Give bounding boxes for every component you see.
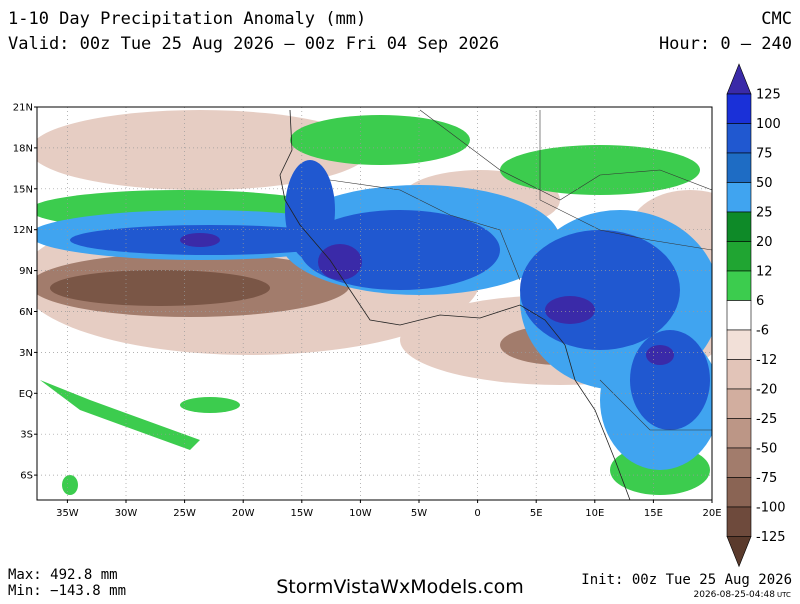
colorbar-arrow-top <box>726 63 752 95</box>
colorbar-swatch <box>726 123 752 154</box>
lon-label: 10W <box>349 508 372 519</box>
model-name: CMC <box>761 9 792 29</box>
lat-label: 3N <box>19 348 33 359</box>
colorbar-swatch <box>726 93 752 124</box>
lat-label: 21N <box>13 103 33 114</box>
colorbar-label: -125 <box>756 530 786 545</box>
lat-label: 6N <box>19 307 33 318</box>
max-value: Max: 492.8 mm <box>8 567 118 583</box>
lon-label: 15W <box>290 508 313 519</box>
colorbar-swatch <box>726 506 752 537</box>
colorbar-label: 6 <box>756 294 764 309</box>
colorbar-swatch <box>726 447 752 478</box>
map-field <box>37 107 712 500</box>
colorbar-label: -20 <box>756 383 777 398</box>
colorbar-arrow-bottom <box>726 536 752 568</box>
init-time: Init: 00z Tue 25 Aug 2026 <box>581 572 792 588</box>
colorbar-label: -12 <box>756 353 777 368</box>
colorbar-label: -75 <box>756 471 777 486</box>
lon-label: 25W <box>173 508 196 519</box>
title: 1-10 Day Precipitation Anomaly (mm) <box>8 9 366 29</box>
lon-label: 0 <box>474 508 480 519</box>
lon-label: 5E <box>530 508 543 519</box>
colorbar-swatch <box>726 211 752 242</box>
colorbar-label: -6 <box>756 324 769 339</box>
colorbar-label: 12 <box>756 265 773 280</box>
map-grid <box>37 107 712 500</box>
colorbar-swatch <box>726 388 752 419</box>
colorbar-label: 100 <box>756 117 781 132</box>
colorbar-label: 75 <box>756 147 773 162</box>
lat-label: 15N <box>13 184 33 195</box>
colorbar-label: 50 <box>756 176 773 191</box>
valid-range: Valid: 00z Tue 25 Aug 2026 – 00z Fri 04 … <box>8 34 499 54</box>
lon-label: 30W <box>115 508 138 519</box>
lat-label: 3S <box>20 430 33 441</box>
lon-label: 35W <box>56 508 79 519</box>
colorbar-swatch <box>726 241 752 272</box>
colorbar-label: 20 <box>756 235 773 250</box>
lat-label: 12N <box>13 225 33 236</box>
lon-label: 5W <box>411 508 427 519</box>
website: StormVistaWxModels.com <box>276 576 524 598</box>
colorbar-label: 125 <box>756 88 781 103</box>
lon-label: 20E <box>702 508 721 519</box>
colorbar-label: 25 <box>756 206 773 221</box>
colorbar-swatch <box>726 270 752 301</box>
colorbar-label: -50 <box>756 442 777 457</box>
min-value: Min: −143.8 mm <box>8 583 126 599</box>
lat-label: 18N <box>13 143 33 154</box>
lon-label: 20W <box>232 508 255 519</box>
timestamp: 2026-08-25-04:48 <box>694 590 776 600</box>
lat-label: EQ <box>19 389 33 400</box>
colorbar-label: -100 <box>756 501 786 516</box>
colorbar-swatch <box>726 418 752 449</box>
colorbar-swatch <box>726 152 752 183</box>
timestamp-unit: UTC <box>777 591 791 599</box>
lon-label: 15E <box>644 508 663 519</box>
colorbar-label: -25 <box>756 412 777 427</box>
lat-label: 6S <box>20 471 33 482</box>
colorbar-swatch <box>726 300 752 331</box>
forecast-hours: Hour: 0 – 240 <box>659 34 792 54</box>
colorbar-swatch <box>726 359 752 390</box>
map-frame <box>36 106 713 501</box>
lat-label: 9N <box>19 266 33 277</box>
lon-label: 10E <box>585 508 604 519</box>
colorbar-swatch <box>726 182 752 213</box>
colorbar-swatch <box>726 477 752 508</box>
colorbar-swatch <box>726 329 752 360</box>
